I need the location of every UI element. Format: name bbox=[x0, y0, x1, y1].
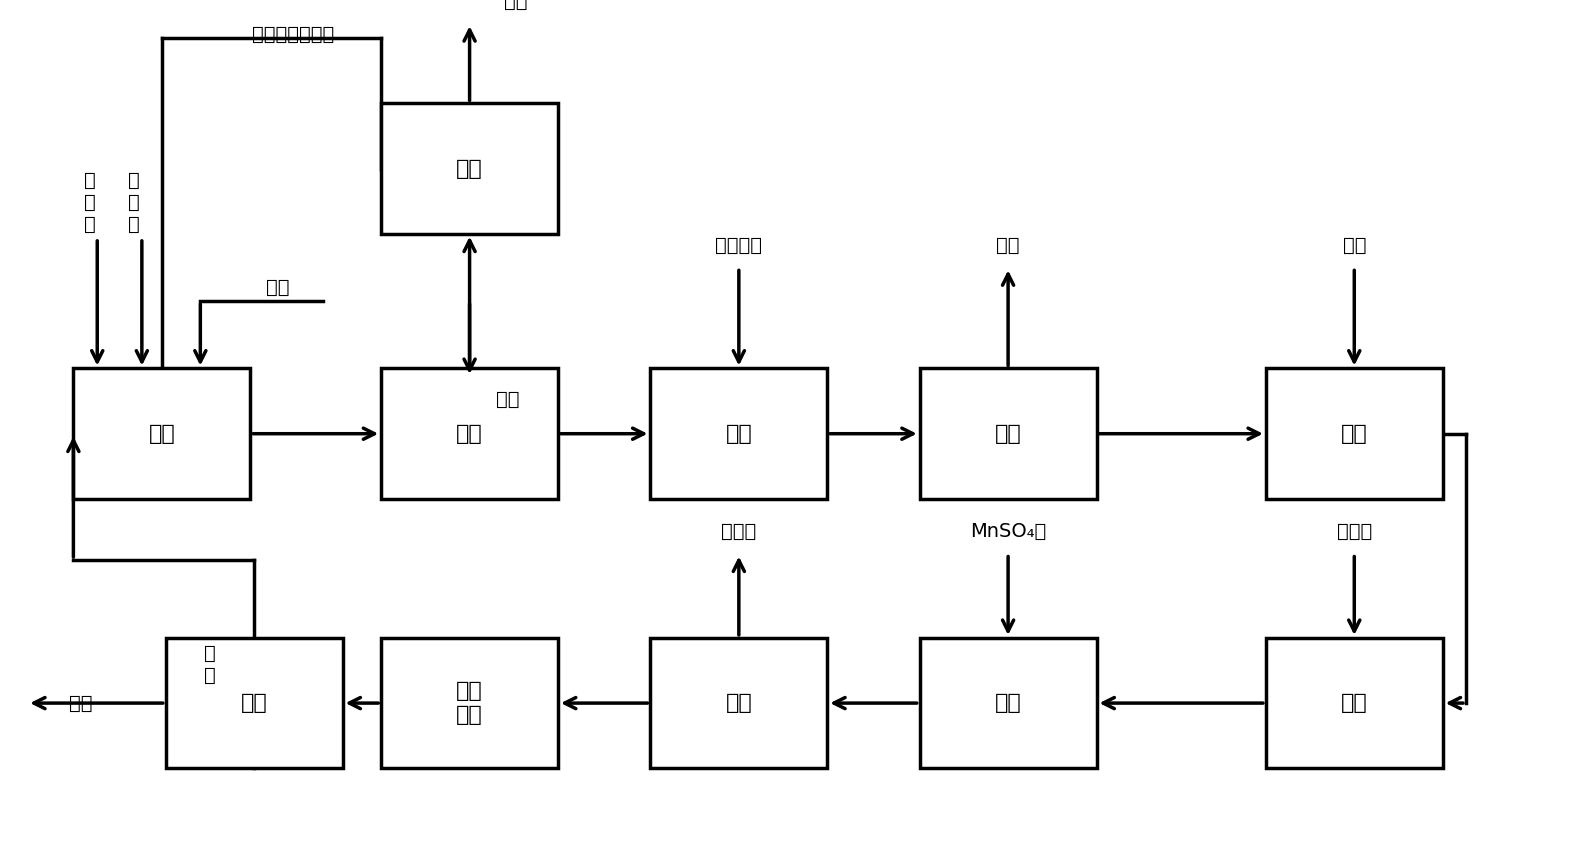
Text: 净化: 净化 bbox=[995, 693, 1022, 713]
Text: 弃渣: 弃渣 bbox=[504, 0, 528, 10]
Bar bbox=[1265, 638, 1443, 768]
Text: 酸浸: 酸浸 bbox=[457, 159, 484, 179]
Text: 产品: 产品 bbox=[69, 693, 93, 713]
Text: 过滤: 过滤 bbox=[457, 423, 484, 444]
Text: 浸出液（补水）: 浸出液（补水） bbox=[251, 25, 334, 44]
Text: 分离: 分离 bbox=[240, 693, 267, 713]
Bar bbox=[1265, 369, 1443, 499]
Text: 硬
锰
矿: 硬 锰 矿 bbox=[129, 171, 140, 234]
Text: 净化: 净化 bbox=[725, 423, 752, 444]
Bar bbox=[382, 103, 557, 234]
Text: MnSO₄粉: MnSO₄粉 bbox=[970, 522, 1046, 541]
Text: 菱
锰
矿: 菱 锰 矿 bbox=[83, 171, 96, 234]
Bar bbox=[382, 369, 557, 499]
Text: 弃渣: 弃渣 bbox=[496, 389, 520, 409]
Text: 草酸: 草酸 bbox=[1342, 236, 1366, 255]
Text: 硫酸镁: 硫酸镁 bbox=[721, 522, 757, 541]
Bar bbox=[166, 638, 342, 768]
Bar bbox=[650, 369, 827, 499]
Text: 浓缩
结晶: 浓缩 结晶 bbox=[457, 681, 484, 725]
Text: 草酸钙: 草酸钙 bbox=[1336, 522, 1372, 541]
Bar bbox=[74, 369, 250, 499]
Text: 金属锰粉: 金属锰粉 bbox=[716, 236, 763, 255]
Bar bbox=[920, 369, 1096, 499]
Text: 净化: 净化 bbox=[1341, 423, 1367, 444]
Text: 酸浸: 酸浸 bbox=[149, 423, 176, 444]
Bar bbox=[920, 638, 1096, 768]
Text: 过滤: 过滤 bbox=[725, 693, 752, 713]
Bar bbox=[650, 638, 827, 768]
Text: 废酸: 废酸 bbox=[265, 278, 289, 297]
Text: 过滤: 过滤 bbox=[1341, 693, 1367, 713]
Text: 弃渣: 弃渣 bbox=[997, 236, 1021, 255]
Text: 母
液: 母 液 bbox=[204, 643, 215, 685]
Bar bbox=[382, 638, 557, 768]
Text: 过滤: 过滤 bbox=[995, 423, 1022, 444]
